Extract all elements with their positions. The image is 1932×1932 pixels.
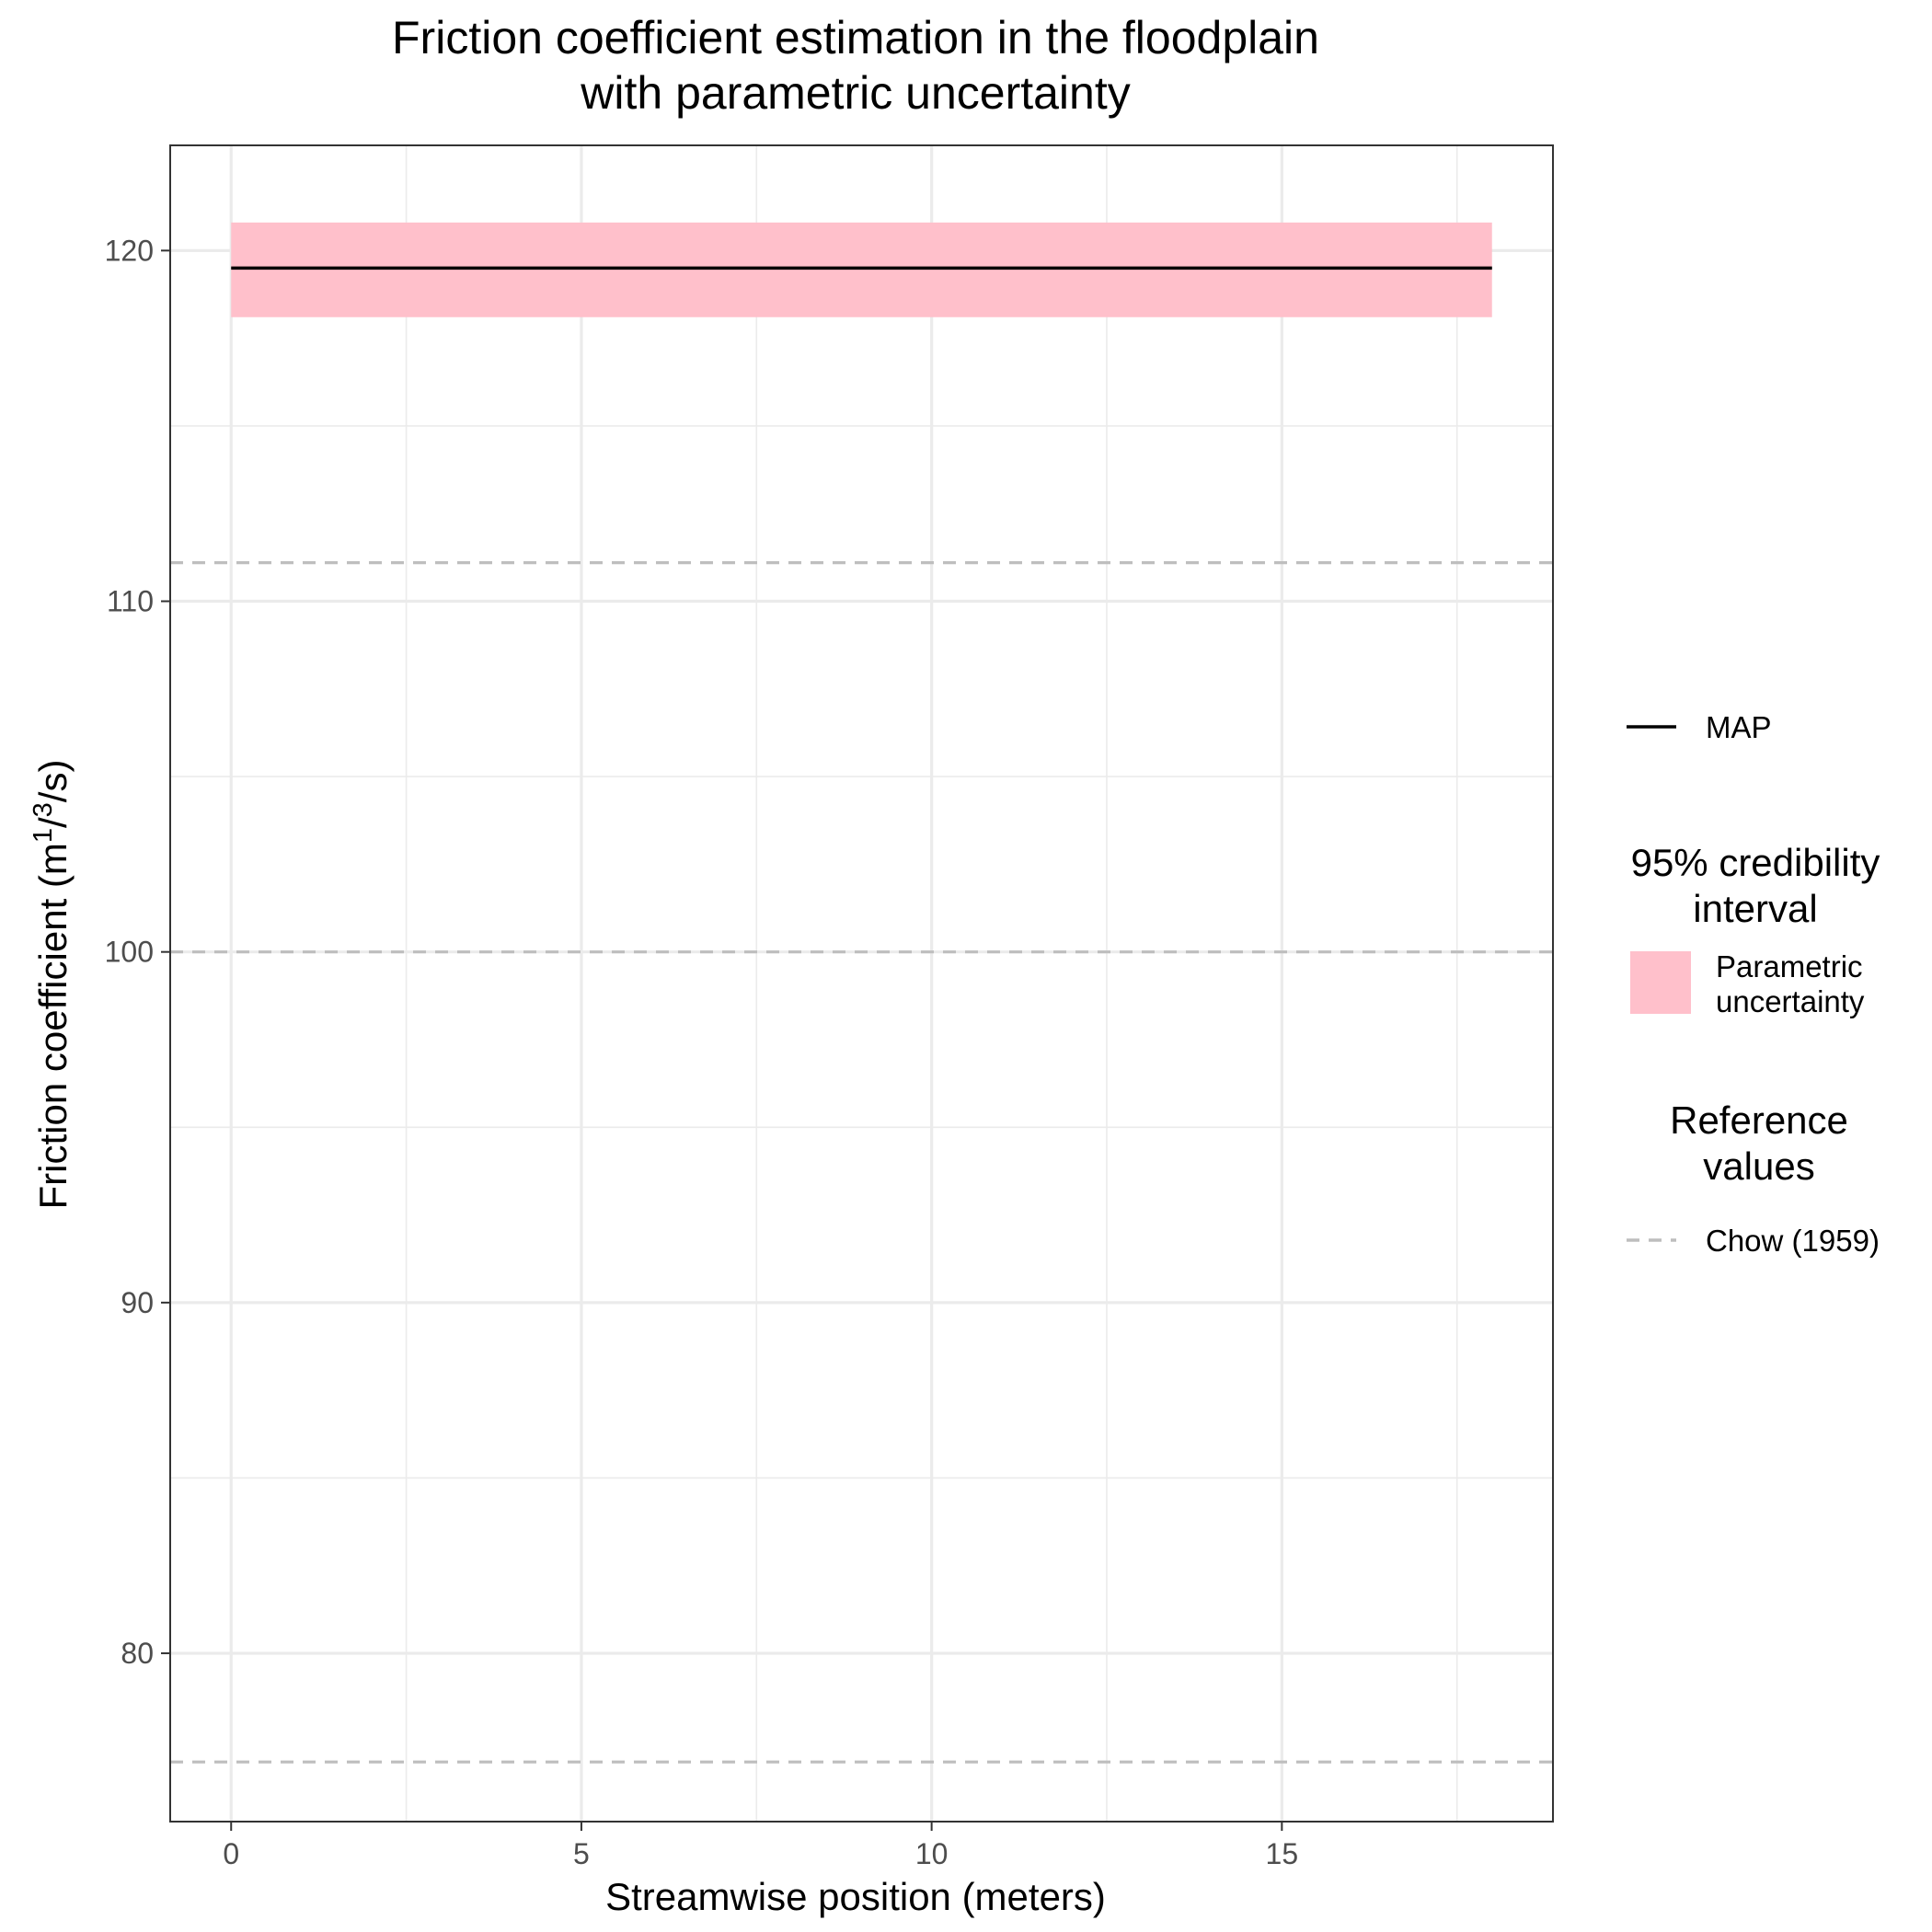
- y-tick-label: 100: [105, 936, 154, 969]
- legend-title-reference-line-1: Reference: [1670, 1098, 1848, 1142]
- x-axis: 0 5 10 15: [223, 1822, 1298, 1870]
- y-axis-title-sup-1: 1: [29, 828, 58, 843]
- legend-title-reference-line-2: values: [1703, 1144, 1814, 1188]
- chart-title-line-1: Friction coefficient estimation in the f…: [392, 12, 1319, 63]
- legend-label-parametric-line-1: Parametric: [1716, 949, 1863, 983]
- uncertainty-bands: [231, 222, 1492, 317]
- legend-title-credibility-line-1: 95% credibility: [1631, 841, 1880, 884]
- chart-title-line-2: with parametric uncertainty: [580, 67, 1130, 119]
- y-tick-label: 90: [121, 1286, 154, 1319]
- x-axis-title: Streamwise position (meters): [605, 1875, 1106, 1918]
- y-axis-title-tail: /s): [31, 760, 75, 803]
- legend-title-credibility-line-2: interval: [1693, 887, 1817, 930]
- grid-minor: [170, 145, 1553, 1822]
- x-tick-label: 10: [915, 1837, 949, 1870]
- x-tick-label: 0: [223, 1837, 239, 1870]
- y-axis: 80 90 100 110 120: [105, 234, 170, 1670]
- legend-label-chow: Chow (1959): [1706, 1224, 1880, 1258]
- legend: MAP 95% credibility interval Parametric …: [1627, 710, 1880, 1258]
- y-tick-label: 80: [121, 1637, 154, 1670]
- band-parametric-uncertainty: [231, 222, 1492, 317]
- x-tick-label: 15: [1266, 1837, 1299, 1870]
- y-axis-title-main: Friction coefficient (m: [31, 843, 75, 1209]
- plot-panel: [169, 144, 1554, 1823]
- legend-label-parametric-line-2: uncertainty: [1716, 984, 1865, 1018]
- legend-key-parametric: [1630, 951, 1691, 1014]
- reference-lines: [170, 560, 1553, 1764]
- y-tick-label: 120: [105, 234, 154, 267]
- y-axis-title: Friction coefficient (m1/3/s): [29, 760, 75, 1210]
- y-tick-label: 110: [107, 585, 154, 618]
- y-axis-title-sup-2: 3: [29, 802, 58, 817]
- panel-border: [169, 144, 1554, 1823]
- y-axis-title-slash: /: [31, 817, 75, 828]
- legend-label-map: MAP: [1706, 710, 1772, 744]
- x-tick-label: 5: [573, 1837, 590, 1870]
